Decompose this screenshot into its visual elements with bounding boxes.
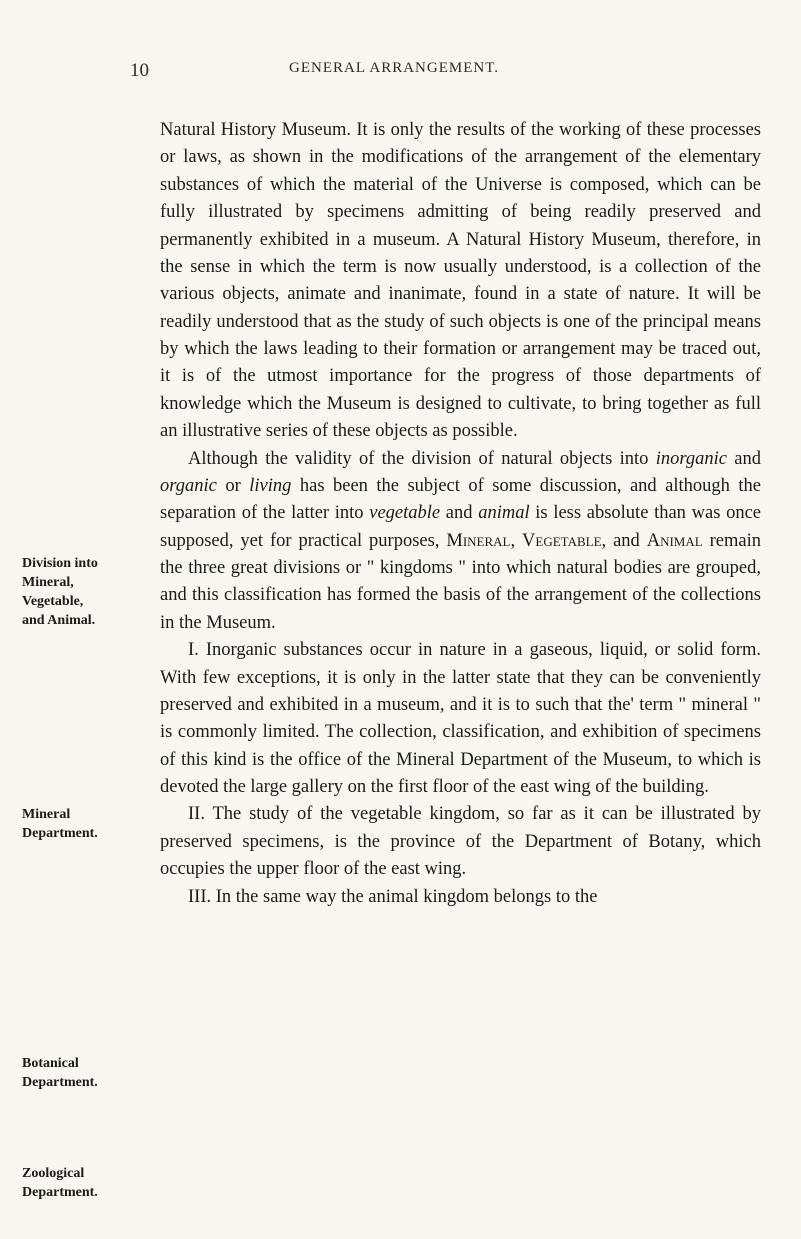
margin-note-division: Division into Mineral, Vegetable, and An… [22,555,98,631]
margin-note-line: Department. [22,826,98,841]
header-title: GENERAL ARRANGEMENT. [289,60,499,82]
italic-text: vegetable [369,503,440,523]
italic-text: organic [160,476,217,496]
margin-note-line: Mineral [22,807,70,822]
text-run: and [727,449,761,469]
margin-note-line: Department. [22,1185,98,1200]
text-run: , [510,531,522,551]
margin-note-mineral: Mineral Department. [22,806,98,844]
margin-note-line: Zoological [22,1166,84,1181]
italic-text: living [249,476,291,496]
paragraph-4: II. The study of the vegetable kingdom, … [160,801,761,883]
paragraph-1: Natural History Museum. It is only the r… [160,117,761,446]
paragraph-5: III. In the same way the animal kingdom … [160,884,761,911]
margin-note-line: and Animal. [22,613,95,628]
text-run: or [217,476,249,496]
smallcaps-text: Mineral [446,531,510,551]
italic-text: inorganic [656,449,727,469]
margin-note-zoological: Zoological Department. [22,1165,98,1203]
paragraph-2: Although the validity of the division of… [160,446,761,638]
smallcaps-text: Animal [647,531,703,551]
margin-note-line: Botanical [22,1056,79,1071]
text-run: , and [602,531,647,551]
margin-column [40,117,160,911]
margin-note-line: Division into [22,556,98,571]
italic-text: animal [478,503,529,523]
margin-note-line: Vegetable, [22,594,83,609]
text-run: and [440,503,478,523]
text-run: Although the validity of the division of… [188,449,656,469]
paragraph-3: I. Inorganic substances occur in nature … [160,637,761,801]
main-text-column: Natural History Museum. It is only the r… [160,117,761,911]
page-number: 10 [130,60,149,82]
margin-note-line: Mineral, [22,575,74,590]
margin-note-botanical: Botanical Department. [22,1055,98,1093]
margin-note-line: Department. [22,1075,98,1090]
smallcaps-text: Vegetable [522,531,601,551]
